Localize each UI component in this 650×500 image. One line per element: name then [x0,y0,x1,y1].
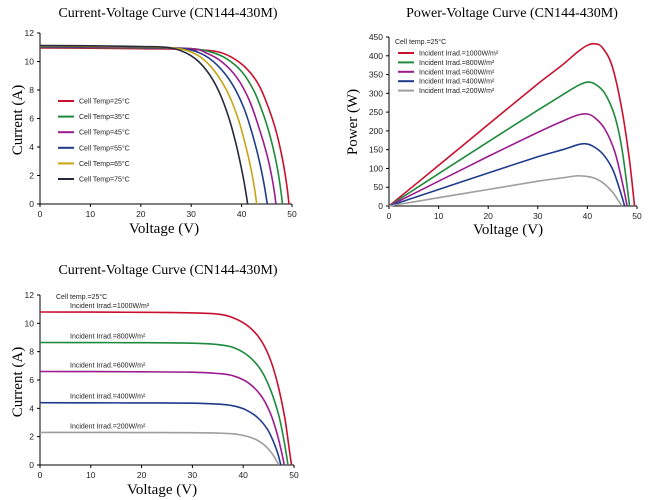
y-tick-label: 6 [29,114,34,124]
y-tick-label: 350 [369,70,383,80]
y-tick-label: 300 [369,88,383,98]
series-line [39,401,282,466]
series-line [388,142,626,207]
legend-entry: Cell Temp=75°C [79,176,130,184]
y-tick-label: 6 [29,375,34,385]
series-line [388,113,628,207]
y-tick-label: 250 [369,107,383,117]
x-tick-label: 40 [583,211,593,221]
y-tick-label: 0 [29,199,34,209]
x-tick-label: 30 [186,209,196,219]
x-tick-label: 30 [188,470,198,480]
x-tick-label: 50 [289,470,299,480]
legend-entry: Cell Temp=55°C [79,144,130,152]
series-line [388,42,636,207]
x-axis-label: Voltage (V) [127,482,197,498]
x-tick-label: 40 [237,209,247,219]
y-tick-label: 10 [25,318,35,328]
series-line [388,174,623,207]
series-label: Incident Irrad.=600W/m² [70,363,146,370]
y-tick-label: 100 [369,163,383,173]
chart-2: Power-Voltage Curve (CN144-430M) 0 10 20 30 4… [345,6,642,238]
y-axis-label: Current (A) [10,85,26,155]
x-tick-label: 40 [238,470,248,480]
y-tick-label: 12 [25,290,35,300]
chart-note: Cell temp.=25°C [56,293,107,301]
y-tick-label: 450 [369,32,383,42]
y-tick-label: 10 [25,57,35,67]
chart-3: Current-Voltage Curve (CN144-430M)0 10 20 3… [10,263,299,498]
series-line [39,311,293,466]
chart-title: Current-Voltage Curve (CN144-430M) [58,263,277,278]
legend-entry: Incident Irrad.=800W/m² [419,60,495,67]
series-label: Incident Irrad.=400W/m² [70,394,146,401]
series-line [39,45,269,205]
x-axis-label: Voltage (V) [473,222,543,238]
series-line [39,46,284,205]
series-label: Incident Irrad.=800W/m² [70,333,146,340]
x-tick-label: 0 [38,209,43,219]
y-tick-label: 4 [29,403,34,413]
y-tick-label: 2 [29,432,34,442]
x-tick-label: 50 [632,211,642,221]
chart-1: Current-Voltage Curve (CN144-430M)0 10 20 3… [10,6,297,237]
series-label: Incident Irrad.=1000W/m² [70,303,150,310]
series-line [39,44,249,205]
series-line [39,47,290,205]
y-tick-label: 150 [369,145,383,155]
chart-note: Cell temp.=25°C [395,38,446,46]
legend-entry: Incident Irrad.=400W/m² [419,79,495,86]
x-axis-label: Voltage (V) [129,221,199,237]
x-tick-label: 20 [136,209,146,219]
y-tick-label: 4 [29,142,34,152]
series-line [39,341,289,466]
legend-entry: Incident Irrad.=200W/m² [419,88,495,95]
y-axis-label: Current (A) [10,347,26,417]
y-tick-label: 12 [25,28,35,38]
y-tick-label: 50 [374,182,384,192]
legend-entry: Cell Temp=25°C [79,98,130,106]
y-tick-label: 0 [378,201,383,211]
x-tick-label: 50 [287,209,297,219]
y-tick-label: 2 [29,171,34,181]
legend-entry: Cell Temp=35°C [79,113,130,121]
x-tick-label: 20 [137,470,147,480]
x-tick-label: 10 [86,470,96,480]
series-line [39,370,286,466]
x-tick-label: 30 [533,211,543,221]
series-line [40,431,280,466]
chart-title: Current-Voltage Curve (CN144-430M) [58,6,277,21]
x-tick-label: 0 [38,470,43,480]
legend-entry: Incident Irrad.=600W/m² [419,69,495,76]
x-tick-label: 10 [86,209,96,219]
y-axis-label: Power (W) [345,89,361,155]
y-tick-label: 8 [29,85,34,95]
x-tick-label: 10 [434,211,444,221]
chart-title: Power-Voltage Curve (CN144-430M) [406,6,618,21]
x-tick-label: 0 [387,211,392,221]
x-tick-label: 20 [483,211,493,221]
series-line [39,45,258,205]
legend-entry: Incident Irrad.=1000W/m² [419,51,499,58]
y-tick-label: 400 [369,51,383,61]
y-tick-label: 8 [29,347,34,357]
legend-entry: Cell Temp=45°C [79,129,130,137]
series-line [388,81,631,207]
legend-entry: Cell Temp=65°C [79,160,130,168]
y-tick-label: 0 [29,460,34,470]
y-tick-label: 200 [369,126,383,136]
series-label: Incident Irrad.=200W/m² [70,423,146,430]
